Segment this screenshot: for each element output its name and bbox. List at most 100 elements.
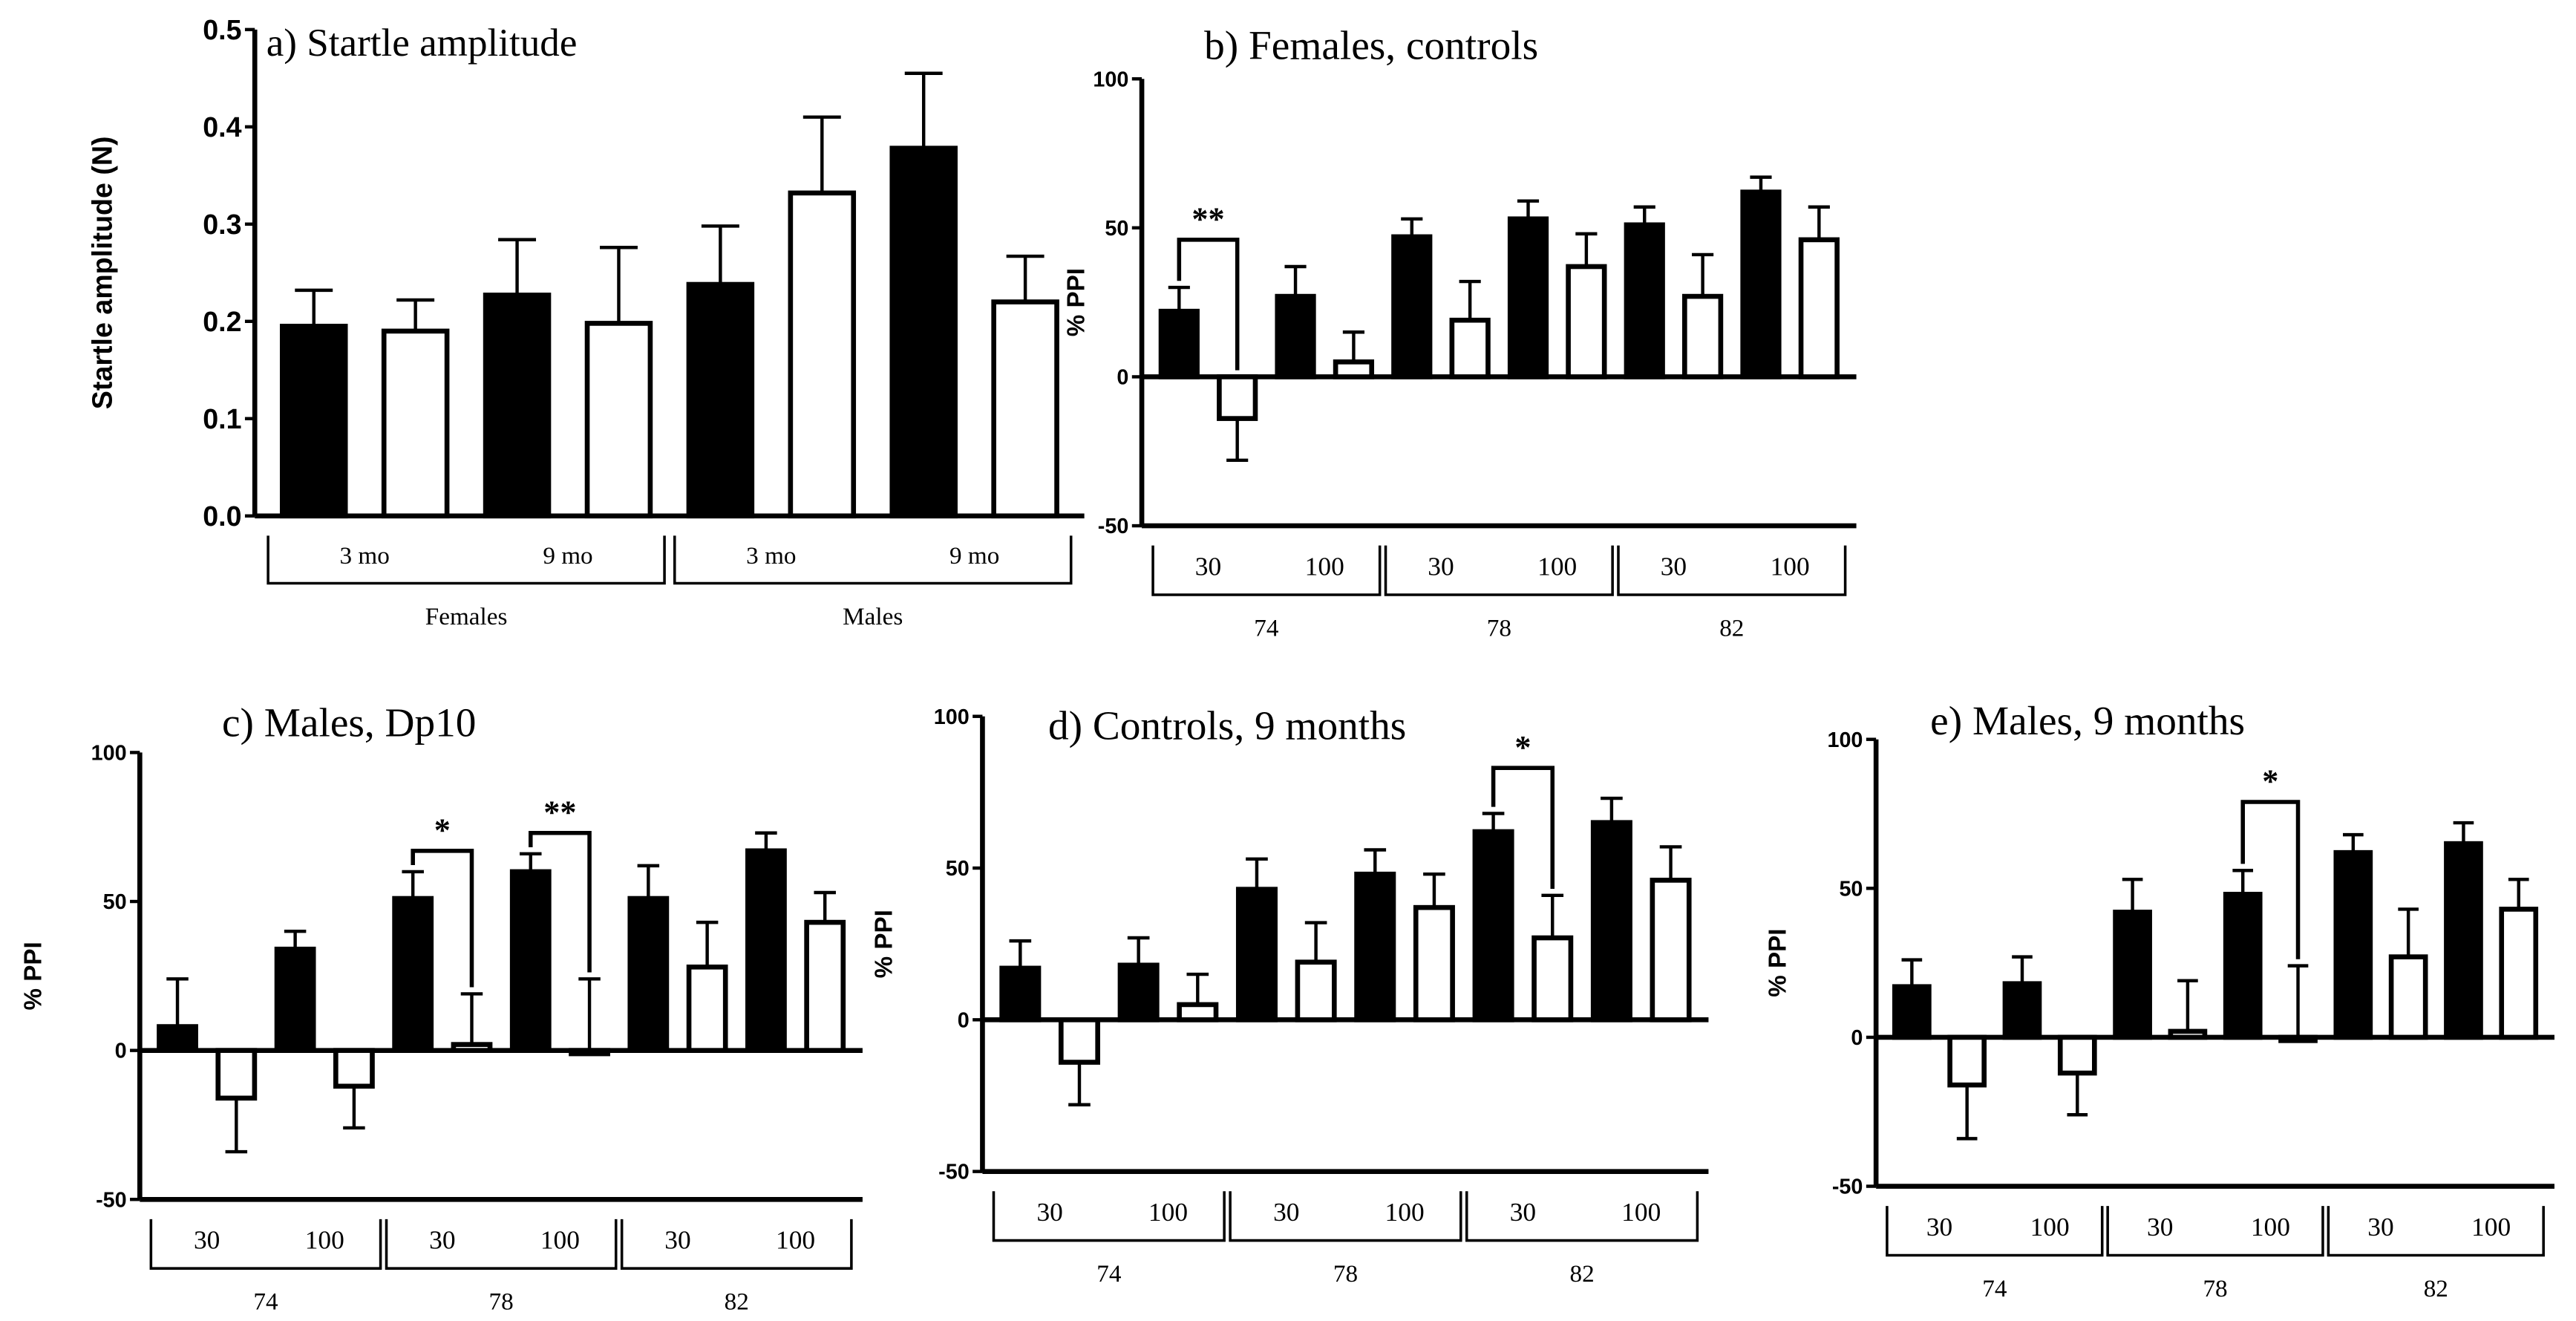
subgroup-label: 100 xyxy=(1537,551,1577,581)
black-bar xyxy=(1391,234,1433,379)
significance-bracket xyxy=(529,830,592,973)
white-bar xyxy=(1566,264,1607,379)
black-bar xyxy=(392,896,434,1053)
subgroup-label: 100 xyxy=(1305,551,1344,581)
subgroup-label: 9 mo xyxy=(543,542,592,570)
significance-label: * xyxy=(434,812,451,849)
group-bracket xyxy=(1151,545,1382,596)
black-bar xyxy=(157,1024,198,1053)
white-bar xyxy=(569,1048,610,1057)
black-bar xyxy=(2444,841,2483,1040)
white-bar xyxy=(584,321,653,519)
white-bar xyxy=(1531,935,1574,1022)
subgroup-label: 30 xyxy=(1273,1197,1299,1227)
group-bracket xyxy=(1229,1191,1462,1242)
group-label: 82 xyxy=(1569,1260,1594,1288)
y-tick-label: 50 xyxy=(103,890,127,914)
subgroup-label: 30 xyxy=(1661,551,1687,581)
subgroup-label: 100 xyxy=(1148,1197,1188,1227)
black-bar xyxy=(889,146,958,519)
subgroup-label: 3 mo xyxy=(746,542,796,570)
significance-bracket xyxy=(1491,766,1555,889)
white-bar xyxy=(1413,904,1455,1022)
subgroup-label: 3 mo xyxy=(340,542,390,570)
subgroup-label: 30 xyxy=(664,1225,690,1255)
subgroup-label: 100 xyxy=(1385,1197,1425,1227)
y-axis-label: % PPI xyxy=(20,942,48,1010)
white-bar xyxy=(1333,359,1375,379)
subgroup-label: 30 xyxy=(1036,1197,1062,1227)
white-bar xyxy=(1177,1002,1219,1022)
white-bar xyxy=(1295,959,1337,1022)
black-bar xyxy=(2333,849,2373,1040)
group-label: 82 xyxy=(2424,1275,2448,1302)
subgroup-label: 30 xyxy=(429,1225,455,1255)
black-bar xyxy=(1892,984,1932,1040)
black-bar xyxy=(1590,820,1632,1022)
subgroup-label: 100 xyxy=(540,1225,580,1255)
white-bar xyxy=(1449,317,1491,379)
significance-label: ** xyxy=(1191,201,1224,238)
y-tick-label: 50 xyxy=(1839,877,1863,901)
subgroup-label: 100 xyxy=(1621,1197,1661,1227)
white-bar xyxy=(1798,237,1840,379)
group-bracket xyxy=(1886,1206,2104,1257)
y-tick-label: 0.0 xyxy=(203,500,241,532)
black-bar xyxy=(279,324,348,519)
group-bracket xyxy=(385,1219,618,1270)
white-bar xyxy=(2278,1034,2318,1043)
group-label: 78 xyxy=(489,1288,514,1316)
significance-bracket xyxy=(411,849,474,988)
significance-bracket xyxy=(2240,800,2301,959)
white-bar xyxy=(686,964,728,1053)
chart-title: e) Males, 9 months xyxy=(1930,698,2245,743)
black-bar xyxy=(1624,222,1665,379)
black-bar xyxy=(2002,981,2042,1040)
white-bar xyxy=(788,190,857,519)
white-bar xyxy=(1650,878,1692,1022)
y-tick-label: 0.5 xyxy=(203,14,241,45)
chart-title: c) Males, Dp10 xyxy=(222,699,476,745)
black-bar xyxy=(745,848,787,1053)
y-tick-label: 0 xyxy=(958,1008,970,1032)
group-label: Females xyxy=(425,603,508,630)
group-bracket xyxy=(992,1191,1226,1242)
group-label: Males xyxy=(843,603,903,630)
group-label: 74 xyxy=(1982,1275,2007,1302)
chart-title: a) Startle amplitude xyxy=(267,22,578,65)
white-bar xyxy=(451,1042,493,1053)
group-bracket xyxy=(1384,545,1614,596)
y-tick-label: 0 xyxy=(1117,366,1128,390)
white-bar xyxy=(804,919,846,1053)
white-bar xyxy=(1217,374,1258,421)
subgroup-label: 100 xyxy=(776,1225,815,1255)
y-tick-label: 0.2 xyxy=(203,306,241,337)
black-bar xyxy=(1235,887,1278,1022)
significance-label: * xyxy=(1514,729,1531,766)
black-bar xyxy=(1740,189,1782,379)
subgroup-label: 100 xyxy=(2030,1212,2070,1242)
black-bar xyxy=(1507,216,1549,379)
black-bar xyxy=(627,896,670,1053)
y-tick-label: 0.1 xyxy=(203,403,241,434)
y-tick-label: -50 xyxy=(1098,515,1129,538)
subgroup-label: 30 xyxy=(1195,551,1221,581)
black-bar xyxy=(2223,892,2263,1040)
y-tick-label: 100 xyxy=(1827,728,1863,752)
y-tick-label: 0 xyxy=(1851,1026,1863,1050)
black-bar xyxy=(999,965,1042,1022)
group-bracket xyxy=(620,1219,853,1270)
group-label: 78 xyxy=(1333,1260,1358,1288)
white-bar xyxy=(2168,1028,2208,1040)
subgroup-label: 30 xyxy=(2147,1212,2173,1242)
group-bracket xyxy=(2327,1206,2545,1257)
group-bracket xyxy=(1617,545,1847,596)
group-bracket xyxy=(267,535,666,585)
y-axis-label: % PPI xyxy=(1063,268,1091,336)
y-axis-label: % PPI xyxy=(871,910,898,978)
chart-title: b) Females, controls xyxy=(1204,23,1538,68)
y-tick-label: -50 xyxy=(1832,1175,1863,1199)
y-tick-label: 50 xyxy=(946,857,970,881)
group-label: 74 xyxy=(253,1288,278,1316)
white-bar xyxy=(2499,907,2539,1040)
